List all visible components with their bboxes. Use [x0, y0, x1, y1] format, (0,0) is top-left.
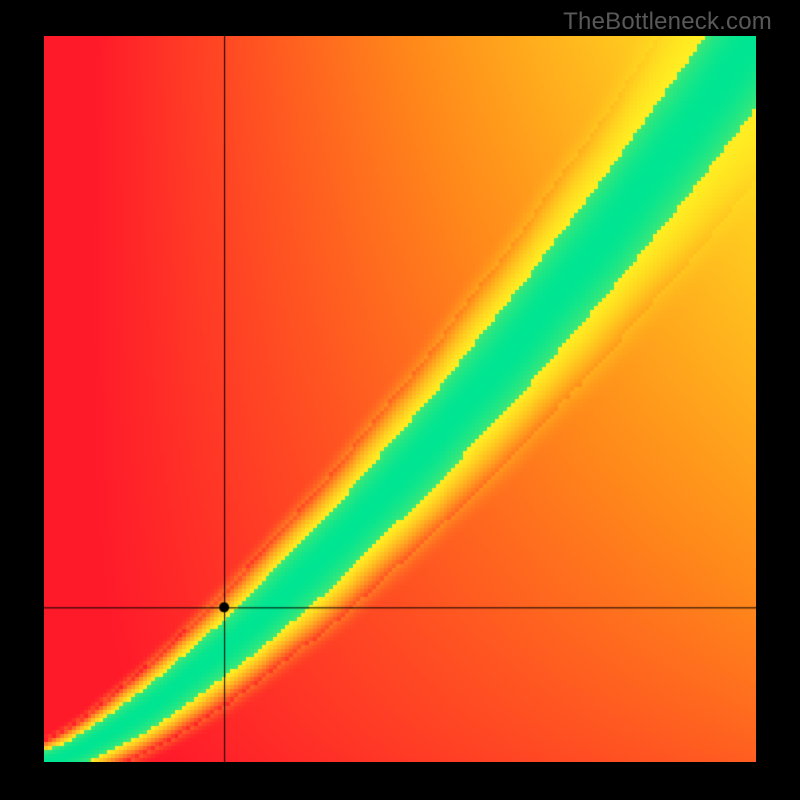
- bottleneck-heatmap: [44, 36, 756, 762]
- plot-frame: TheBottleneck.com: [0, 0, 800, 800]
- watermark-text: TheBottleneck.com: [563, 8, 772, 36]
